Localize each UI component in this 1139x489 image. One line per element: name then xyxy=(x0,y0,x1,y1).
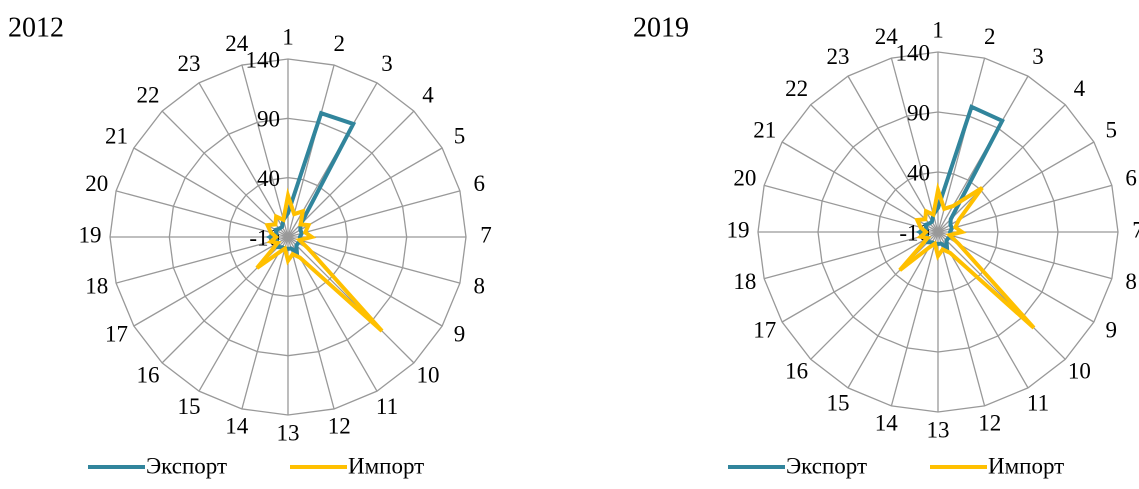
category-label: 4 xyxy=(422,82,434,107)
spoke xyxy=(161,110,289,238)
spoke xyxy=(287,64,335,238)
category-label: 4 xyxy=(1074,76,1086,101)
spoke xyxy=(890,231,939,407)
category-label: 19 xyxy=(79,222,102,247)
category-label: 9 xyxy=(454,321,466,346)
spoke xyxy=(115,236,289,284)
category-label: 12 xyxy=(978,410,1001,435)
spoke xyxy=(937,231,1066,360)
category-label: 11 xyxy=(376,394,398,419)
spoke xyxy=(937,104,1066,233)
category-label: 8 xyxy=(474,274,486,299)
category-label: 14 xyxy=(875,410,899,435)
category-label: 24 xyxy=(225,31,249,56)
category-label: 13 xyxy=(277,420,300,445)
spoke xyxy=(937,184,1113,233)
chart-title: 2012 xyxy=(8,12,64,43)
spoke xyxy=(198,82,289,238)
spoke xyxy=(133,236,289,327)
y-tick-label: 40 xyxy=(257,166,280,191)
spoke xyxy=(810,104,939,233)
category-label: 8 xyxy=(1125,269,1137,294)
category-label: 21 xyxy=(105,123,128,148)
spoke xyxy=(937,141,1095,233)
spoke xyxy=(781,231,939,323)
spoke xyxy=(763,231,939,280)
series-line xyxy=(915,104,1005,252)
category-label: 17 xyxy=(105,321,128,346)
category-label: 9 xyxy=(1105,317,1117,342)
category-label: 11 xyxy=(1027,390,1049,415)
spoke xyxy=(937,231,1113,280)
y-tick-label: 90 xyxy=(257,107,280,132)
y-tick-label: 140 xyxy=(246,47,281,72)
spoke xyxy=(847,231,939,389)
spoke xyxy=(241,64,289,238)
spoke xyxy=(781,141,939,233)
category-label: 21 xyxy=(753,117,776,142)
category-label: 15 xyxy=(827,390,850,415)
category-label: 1 xyxy=(282,24,294,49)
legend-label: Импорт xyxy=(988,453,1064,478)
spoke xyxy=(937,57,986,233)
y-tick-label: 90 xyxy=(907,100,930,125)
category-label: 7 xyxy=(1132,217,1139,242)
legend-label: Экспорт xyxy=(786,453,867,478)
spoke xyxy=(763,184,939,233)
category-label: 10 xyxy=(1068,359,1091,384)
category-label: 22 xyxy=(136,82,159,107)
legend-label: Экспорт xyxy=(146,453,227,478)
spoke xyxy=(287,236,461,284)
category-label: 10 xyxy=(417,362,440,387)
category-label: 24 xyxy=(875,24,899,49)
legend-label: Импорт xyxy=(348,453,424,478)
spoke xyxy=(847,75,939,233)
spoke xyxy=(198,236,289,392)
category-label: 22 xyxy=(785,76,808,101)
category-label: 2 xyxy=(984,24,996,49)
series-line xyxy=(265,110,357,257)
category-label: 18 xyxy=(85,274,108,299)
chart-title: 2019 xyxy=(633,12,689,43)
spoke xyxy=(133,147,289,238)
category-label: 19 xyxy=(727,217,750,242)
spoke xyxy=(287,110,415,238)
series-line xyxy=(898,182,1036,330)
category-label: 18 xyxy=(733,269,756,294)
category-label: 6 xyxy=(474,171,486,196)
spoke xyxy=(937,231,986,407)
category-label: 14 xyxy=(225,414,249,439)
category-label: 12 xyxy=(328,414,351,439)
category-label: 16 xyxy=(136,362,159,387)
category-label: 13 xyxy=(927,417,950,442)
category-label: 7 xyxy=(480,222,492,247)
category-label: 23 xyxy=(178,51,201,76)
y-tick-label: 40 xyxy=(907,160,930,185)
category-label: 2 xyxy=(333,31,345,56)
spoke xyxy=(287,236,335,410)
category-label: 23 xyxy=(827,44,850,69)
spoke xyxy=(287,236,415,364)
spoke xyxy=(287,147,443,238)
spoke xyxy=(287,190,461,238)
category-label: 3 xyxy=(381,51,393,76)
series-line xyxy=(255,187,384,333)
category-label: 20 xyxy=(85,171,108,196)
category-label: 6 xyxy=(1125,166,1137,191)
category-label: 17 xyxy=(753,317,776,342)
category-label: 20 xyxy=(733,166,756,191)
category-label: 3 xyxy=(1032,44,1044,69)
category-label: 5 xyxy=(1105,117,1117,142)
y-tick-label: 140 xyxy=(896,40,931,65)
category-label: 16 xyxy=(785,359,808,384)
category-label: 15 xyxy=(178,394,201,419)
spoke xyxy=(241,236,289,410)
category-label: 1 xyxy=(932,17,944,42)
spoke xyxy=(890,57,939,233)
spoke xyxy=(115,190,289,238)
category-label: 5 xyxy=(454,123,466,148)
